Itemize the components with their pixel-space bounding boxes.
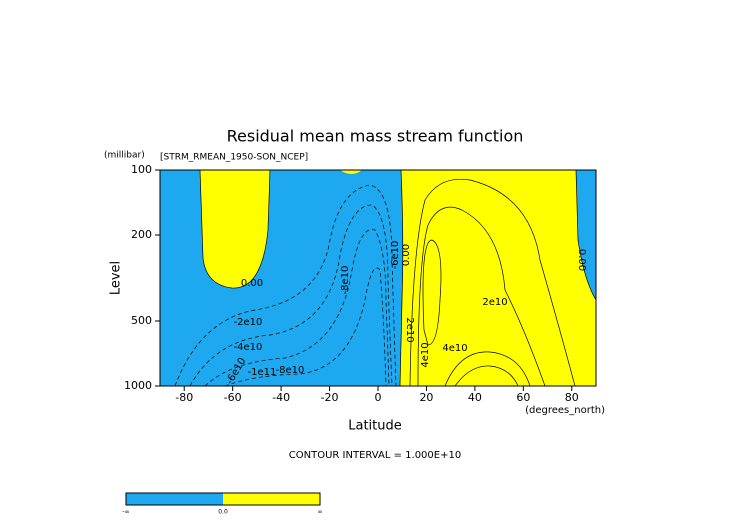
contour-line: [204, 229, 390, 387]
contour-label: 2e10: [404, 317, 415, 342]
x-tick-label: 60: [516, 391, 530, 404]
y-tick-label: 500: [131, 314, 152, 327]
colorbar-negative: [126, 493, 223, 505]
x-unit: (degrees_north): [525, 405, 605, 416]
contour-label: -8e10: [276, 365, 305, 376]
y-tick-label: 100: [131, 163, 152, 176]
contour-line: [174, 184, 397, 387]
colorbar-positive: [223, 493, 320, 505]
contour-label: 2e10: [482, 297, 507, 308]
x-axis-label: Latitude: [348, 419, 402, 434]
colorbar: [125, 492, 321, 506]
x-tick-label: 20: [419, 391, 433, 404]
contour-line: [575, 169, 597, 301]
y-axis-label: Level: [109, 261, 124, 295]
contour-label: 0.00: [241, 278, 263, 289]
contour-line: [417, 206, 546, 387]
contour-label: -1e11: [248, 367, 277, 378]
subtitle: [STRM_RMEAN_1950-SON_NCEP]: [160, 153, 308, 163]
positive-region: [400, 170, 596, 386]
colorbar-label: 0.0: [218, 509, 228, 516]
contour-label: -4e10: [234, 342, 263, 353]
colorbar-label: ∞: [318, 509, 323, 516]
x-tick-label: -60: [224, 391, 242, 404]
y-tick-label: 200: [131, 228, 152, 241]
contour-label: -8e10: [340, 266, 351, 295]
contour-label: 4e10: [442, 343, 467, 354]
contour-field: [159, 169, 597, 387]
contour-line: [399, 169, 404, 387]
x-tick-label: 40: [468, 391, 482, 404]
contour-line: [199, 169, 271, 289]
y-unit: (millibar): [104, 151, 145, 161]
contour-line: [444, 351, 531, 387]
x-tick-label: -80: [175, 391, 193, 404]
contour-line: [409, 178, 576, 387]
x-tick-label: 0: [375, 391, 382, 404]
contour-line: [422, 239, 442, 346]
contour-label: 0.00: [576, 249, 587, 271]
contour-line: [454, 365, 519, 387]
contour-label: -6e10: [390, 241, 401, 270]
x-tick-label: -40: [272, 391, 290, 404]
contour-label: 4e10: [420, 342, 431, 367]
x-tick-label: 80: [565, 391, 579, 404]
contour-interval: CONTOUR INTERVAL = 1.000E+10: [289, 450, 461, 461]
y-tick-label: 1000: [124, 379, 152, 392]
x-tick-label: -20: [321, 391, 339, 404]
positive-region: [340, 170, 362, 174]
contour-line: [224, 267, 387, 387]
contour-label: 0.00: [401, 244, 412, 266]
positive-region: [200, 170, 270, 289]
colorbar-label: -∞: [122, 509, 129, 516]
chart-title: Residual mean mass stream function: [227, 127, 524, 146]
colorbar-frame: [125, 492, 321, 506]
contour-line: [189, 204, 393, 387]
contour-label: -2e10: [234, 317, 263, 328]
